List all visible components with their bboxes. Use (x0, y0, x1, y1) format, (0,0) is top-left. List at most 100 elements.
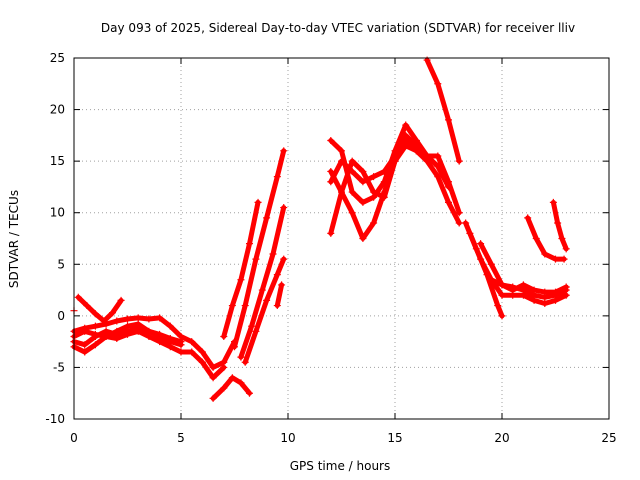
data-point (245, 389, 253, 397)
data-point (198, 348, 206, 356)
data-point (412, 147, 420, 155)
data-point (338, 147, 345, 155)
y-tick-label: 10 (50, 206, 65, 220)
data-point (530, 296, 538, 304)
data-point (434, 162, 442, 170)
data-point (455, 157, 463, 165)
data-point (519, 291, 527, 299)
data-point (445, 116, 452, 124)
data-point (549, 198, 557, 206)
data-point (370, 219, 378, 227)
data-series (231, 147, 288, 351)
y-tick-label: 20 (50, 103, 65, 117)
data-point (113, 327, 121, 335)
data-series (327, 137, 420, 186)
data-point (237, 379, 245, 387)
data-point (552, 296, 559, 304)
data-point (134, 320, 142, 328)
data-point (348, 167, 356, 175)
data-point (402, 137, 410, 145)
data-point (241, 358, 249, 366)
x-tick-label: 0 (70, 431, 78, 445)
data-point (177, 348, 185, 356)
data-point (245, 240, 253, 248)
data-point (558, 235, 566, 242)
data-point (91, 322, 99, 330)
data-point (220, 363, 228, 371)
data-point (466, 229, 474, 237)
data-point (269, 250, 277, 258)
data-point (455, 209, 463, 217)
x-tick-label: 10 (280, 431, 295, 445)
data-point (228, 374, 236, 382)
data-point (188, 348, 196, 356)
data-point (228, 302, 236, 310)
data-point (166, 338, 174, 346)
data-point (359, 178, 367, 186)
data-point (263, 296, 271, 304)
data-point (220, 332, 228, 340)
data-point (530, 286, 538, 294)
data-point (134, 327, 142, 335)
data-point (280, 147, 288, 155)
data-series (74, 293, 125, 325)
data-series (423, 56, 463, 165)
data-point (348, 188, 356, 196)
data-series (273, 281, 286, 310)
data-point (237, 353, 245, 361)
data-series (209, 374, 253, 402)
data-point (252, 327, 260, 335)
data-point (81, 327, 89, 335)
data-point (348, 157, 356, 165)
data-point (487, 260, 495, 268)
axis-ticks: 0 5 10 15 20 25 -10 -5 0 5 10 15 20 25 (45, 51, 616, 445)
data-point (209, 394, 217, 402)
data-point (156, 332, 164, 340)
data-series (241, 255, 288, 366)
data-point (541, 250, 549, 258)
data-series (70, 320, 185, 349)
data-series (524, 214, 568, 263)
data-point (124, 322, 131, 330)
data-point (100, 317, 108, 325)
plot-frame (73, 57, 610, 420)
data-point (83, 302, 91, 310)
data-point (519, 281, 527, 289)
data-point (258, 286, 266, 294)
data-point (91, 310, 99, 318)
series-trail (71, 315, 237, 370)
data-series (487, 276, 570, 307)
data-point (560, 255, 568, 263)
data-point (434, 173, 442, 181)
data-point (370, 193, 378, 201)
series-trail (424, 57, 462, 164)
data-point (81, 348, 89, 356)
data-point (254, 198, 262, 206)
data-point (327, 178, 335, 186)
data-point (498, 312, 506, 320)
data-point (380, 188, 388, 196)
series-trail (232, 148, 287, 350)
data-point (327, 167, 335, 175)
data-point (359, 167, 367, 175)
data-point (445, 183, 452, 191)
data-point (554, 219, 562, 227)
data-point (248, 322, 256, 330)
data-point (498, 281, 506, 289)
data-point (280, 204, 288, 212)
data-point (509, 291, 517, 299)
data-point (278, 281, 286, 289)
data-point (359, 235, 367, 242)
data-point (552, 255, 559, 263)
data-point (241, 302, 249, 310)
data-point (338, 188, 345, 196)
data-point (391, 152, 399, 160)
data-point (145, 315, 153, 323)
data-point (412, 137, 420, 145)
x-tick-label: 15 (387, 431, 402, 445)
series-trail (274, 282, 285, 308)
data-point (402, 121, 410, 129)
y-tick-label: 0 (57, 309, 65, 323)
y-tick-label: -5 (53, 360, 65, 374)
